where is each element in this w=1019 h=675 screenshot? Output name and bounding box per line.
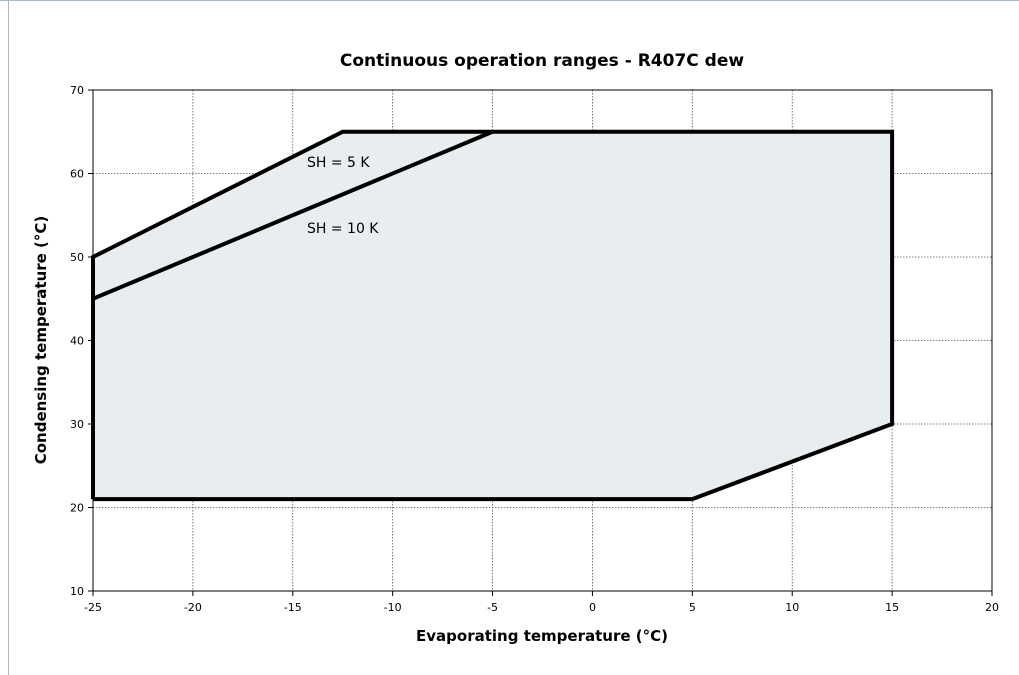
x-tick-label: -10	[384, 601, 402, 614]
x-tick-label: 20	[985, 601, 999, 614]
chart-title: Continuous operation ranges - R407C dew	[340, 51, 744, 71]
y-tick-label: 10	[70, 585, 84, 598]
x-tick-label: -15	[284, 601, 302, 614]
x-tick-label: -5	[487, 601, 498, 614]
y-tick-label: 20	[70, 502, 84, 515]
series-label: SH = 5 K	[307, 155, 370, 171]
y-axis-label: Condensing temperature (°C)	[32, 216, 50, 465]
x-tick-label: 5	[689, 601, 696, 614]
y-tick-label: 50	[70, 251, 84, 264]
y-tick-label: 70	[70, 84, 84, 97]
y-tick-label: 60	[70, 168, 84, 181]
x-tick-label: 10	[785, 601, 799, 614]
x-axis-label: Evaporating temperature (°C)	[416, 627, 668, 645]
envelope-line	[92, 129, 494, 301]
series-label: SH = 10 K	[307, 221, 379, 237]
x-tick-label: 0	[589, 601, 596, 614]
x-tick-label: 15	[885, 601, 899, 614]
x-tick-label: -20	[184, 601, 202, 614]
y-tick-label: 30	[70, 418, 84, 431]
y-tick-label: 40	[70, 335, 84, 348]
x-tick-label: -25	[84, 601, 102, 614]
envelope-line	[91, 129, 895, 502]
